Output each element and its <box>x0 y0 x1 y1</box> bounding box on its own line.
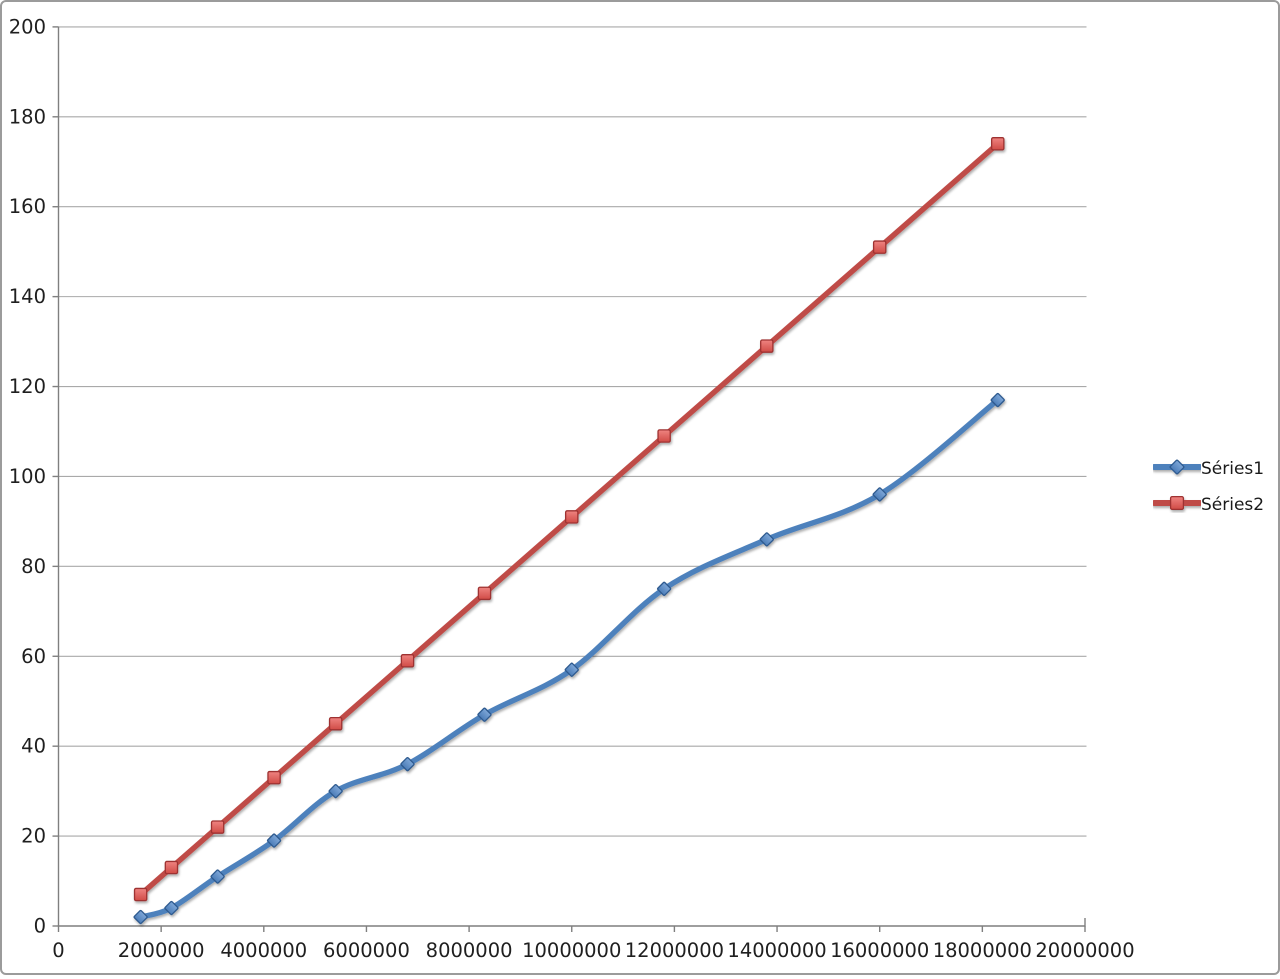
data-point-marker <box>760 339 774 353</box>
y-tick-label: 200 <box>9 15 46 38</box>
data-point-marker <box>328 716 343 731</box>
y-tick-label: 80 <box>21 555 46 578</box>
data-point-marker <box>133 909 148 925</box>
y-tick-label: 40 <box>21 735 46 758</box>
x-tick-label: 18000000 <box>933 939 1032 962</box>
data-point-marker <box>400 757 415 772</box>
x-tick-label: 4000000 <box>220 939 307 962</box>
data-point-marker <box>759 532 774 547</box>
y-tick-label: 20 <box>21 825 46 848</box>
series-2-group <box>133 137 1005 902</box>
data-point-marker <box>657 581 672 596</box>
y-tick-label: 140 <box>9 285 46 308</box>
series1-line-marker-icon <box>1151 457 1203 481</box>
legend-item-series1: Séries1 <box>1151 457 1265 481</box>
data-point-marker <box>210 869 225 884</box>
data-point-marker <box>1169 459 1185 475</box>
data-point-marker <box>267 770 281 785</box>
series2-line-marker-icon <box>1151 493 1203 517</box>
y-tick-label: 100 <box>9 465 46 488</box>
legend-label-series1: Séries1 <box>1201 459 1265 479</box>
x-tick-label: 2000000 <box>118 939 205 962</box>
legend-item-series2: Séries2 <box>1151 493 1265 517</box>
data-point-marker <box>477 707 492 722</box>
y-tick-label: 120 <box>9 375 46 398</box>
y-tick-label: 160 <box>9 195 46 218</box>
data-point-marker <box>657 429 671 443</box>
data-point-marker <box>477 586 492 601</box>
data-point-marker <box>210 820 225 834</box>
y-tick-label: 60 <box>21 645 46 668</box>
x-tick-label: 14000000 <box>727 939 826 962</box>
legend-label-series2: Séries2 <box>1201 495 1265 515</box>
x-tick-label: 16000000 <box>830 939 929 962</box>
y-tick-label: 180 <box>9 105 46 128</box>
data-point-marker <box>872 240 887 254</box>
x-tick-label: 0 <box>52 939 64 962</box>
data-point-marker <box>133 887 148 902</box>
data-point-marker <box>328 784 343 799</box>
data-point-marker <box>266 833 282 848</box>
series-1-group <box>133 392 1005 925</box>
data-point-marker <box>990 137 1005 151</box>
square-marker-icon <box>1151 495 1203 511</box>
x-tick-label: 8000000 <box>426 939 513 962</box>
data-point-marker <box>400 654 415 668</box>
x-tick-label: 12000000 <box>625 939 724 962</box>
y-tick-label: 0 <box>34 915 46 938</box>
diamond-marker-icon <box>1151 459 1203 475</box>
data-point-marker <box>164 900 179 916</box>
data-point-marker <box>872 487 887 502</box>
x-tick-label: 20000000 <box>1035 939 1134 962</box>
data-point-marker <box>990 392 1005 408</box>
data-point-marker <box>565 510 579 524</box>
x-tick-label: 6000000 <box>323 939 410 962</box>
chart-legend: Séries1 Séries2 <box>1151 457 1265 517</box>
x-tick-label: 10000000 <box>522 939 621 962</box>
data-point-marker <box>564 662 579 677</box>
data-point-marker <box>164 860 179 875</box>
data-point-marker <box>1169 495 1185 511</box>
